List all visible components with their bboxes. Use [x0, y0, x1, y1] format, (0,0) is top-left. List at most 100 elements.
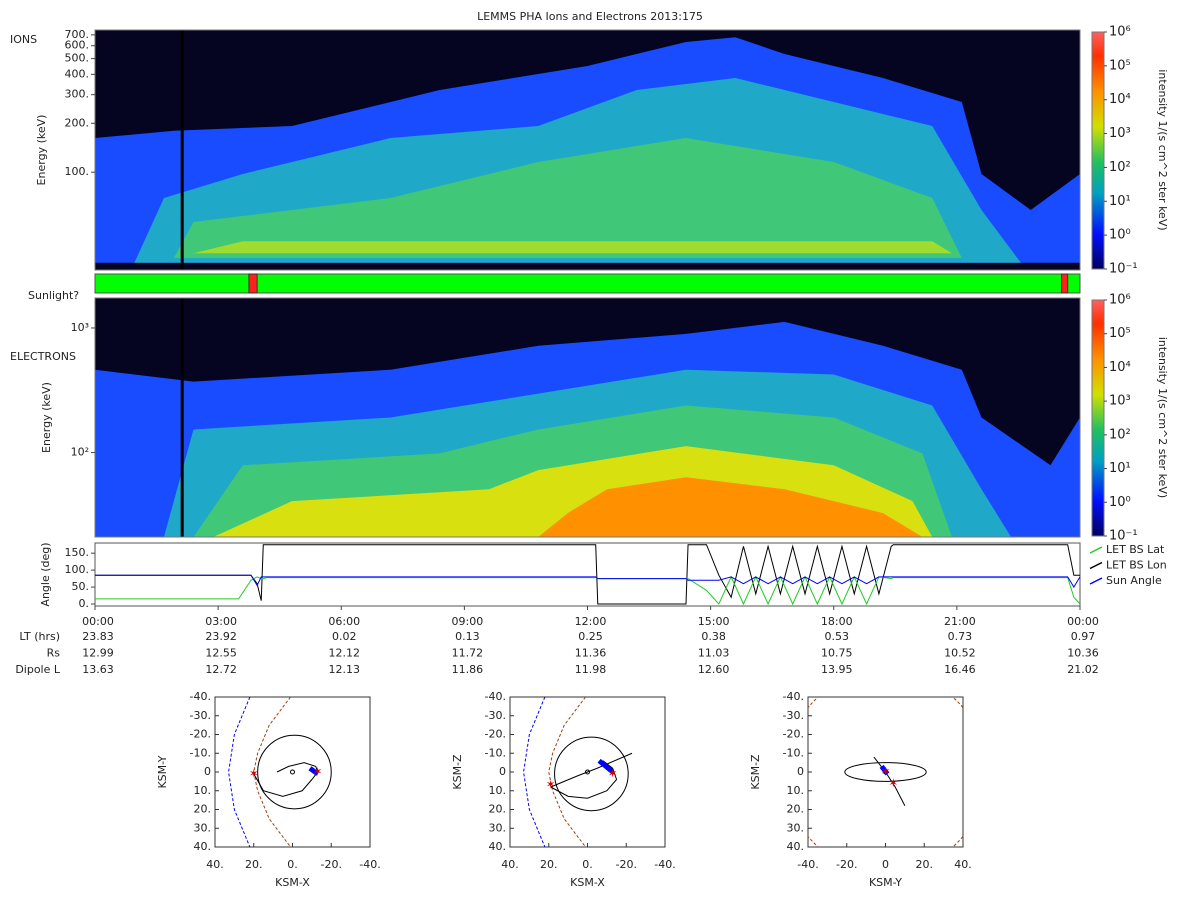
- colorbar-tick-label: 10⁵: [1109, 58, 1131, 73]
- y-tick-label: 10.: [194, 784, 212, 797]
- ephemeris-value: 0.38: [701, 630, 726, 643]
- panel-label: ELECTRONS: [10, 350, 76, 363]
- y-axis-label: Angle (deg): [39, 542, 52, 606]
- y-tick-label: 600.: [65, 39, 90, 52]
- y-tick-label: 20.: [194, 803, 212, 816]
- position-marker: ✶: [249, 766, 259, 780]
- y-tick-label: 10.: [787, 784, 805, 797]
- ephemeris-value: 12.60: [698, 663, 730, 676]
- x-tick-label: 00:00: [82, 615, 114, 628]
- y-tick-label: 10²: [71, 446, 89, 459]
- x-axis-label: KSM-Y: [869, 876, 902, 889]
- planet: [585, 769, 590, 775]
- y-tick-label: -10.: [190, 746, 211, 759]
- legend-swatch: [1089, 546, 1103, 554]
- y-tick-label: -30.: [190, 709, 211, 722]
- x-tick-label: 20.: [540, 858, 558, 871]
- ephemeris-value: 23.92: [205, 630, 237, 643]
- x-tick-label: -40.: [797, 858, 818, 871]
- colorbar-tick-label: 10⁵: [1109, 326, 1131, 341]
- panel-label: IONS: [10, 33, 37, 46]
- y-tick-label: 0: [499, 765, 506, 778]
- y-axis-label: KSM-Y: [156, 755, 169, 788]
- x-tick-label: 0: [882, 858, 889, 871]
- y-axis-label: Energy (keV): [40, 382, 53, 453]
- series-line: [95, 574, 1081, 589]
- x-tick-label: 40.: [954, 858, 972, 871]
- legend-label: Sun Angle: [1106, 574, 1162, 587]
- data-gap: [180, 298, 184, 537]
- y-tick-label: 100.: [65, 165, 90, 178]
- colorbar: [1091, 299, 1105, 537]
- y-tick-label: -40.: [485, 690, 506, 703]
- y-tick-label: -40.: [783, 690, 804, 703]
- spectrogram-region: [173, 138, 962, 258]
- colorbar-tick-label: 10⁶: [1109, 293, 1131, 308]
- x-tick-label: 12:00: [575, 615, 607, 628]
- x-tick-label: 0.: [582, 858, 593, 871]
- trajectory: [550, 760, 618, 799]
- ephemeris-value: 0.97: [1071, 630, 1096, 643]
- ephemeris-row-label: LT (hrs): [19, 630, 60, 643]
- colorbar-tick-label: 10²: [1109, 160, 1131, 175]
- data-gap: [180, 30, 184, 270]
- legend-swatch: [1089, 561, 1103, 570]
- ephemeris-value: 0.13: [455, 630, 480, 643]
- colorbar-tick-label: 10⁴: [1109, 92, 1131, 107]
- y-tick-label: 30.: [489, 821, 507, 834]
- position-marker: ✶: [608, 766, 618, 780]
- y-tick-label: -20.: [485, 728, 506, 741]
- y-tick-label: 200.: [65, 116, 90, 129]
- y-tick-label: -20.: [783, 728, 804, 741]
- ephemeris-value: 10.52: [944, 647, 976, 660]
- position-marker: ✶: [313, 765, 323, 779]
- trajectory: [873, 756, 906, 806]
- x-tick-label: 0.: [287, 858, 298, 871]
- ephemeris-value: 0.53: [825, 630, 850, 643]
- orbit-content: ✶✶: [808, 697, 963, 847]
- x-tick-label: 03:00: [205, 615, 237, 628]
- x-tick-label: -20.: [321, 858, 342, 871]
- colorbar-label: intensity 1/(s cm^2 ster keV): [1156, 337, 1169, 498]
- y-tick-label: 300.: [65, 88, 90, 101]
- ephemeris-row-label: Rs: [47, 647, 61, 660]
- y-tick-label: 40.: [489, 840, 507, 853]
- x-tick-label: 09:00: [452, 615, 484, 628]
- series-line: [95, 544, 1080, 605]
- colorbar-tick-label: 10²: [1109, 427, 1131, 442]
- x-tick-label: 21:00: [944, 615, 976, 628]
- colorbar-label: intensity 1/(s cm^2 ster keV): [1156, 69, 1169, 230]
- x-axis-label: KSM-X: [570, 876, 605, 889]
- colorbar-tick-label: 10¹: [1109, 461, 1131, 476]
- x-tick-label: -40.: [654, 858, 675, 871]
- y-tick-label: 50.: [72, 580, 90, 593]
- y-tick-label: -20.: [190, 728, 211, 741]
- status-bar: [94, 273, 1081, 294]
- y-tick-label: 20.: [489, 803, 507, 816]
- ephemeris-value: 23.83: [82, 630, 114, 643]
- trajectory: [550, 752, 633, 788]
- current-segment: [879, 764, 890, 776]
- y-axis-label: KSM-Z: [749, 754, 762, 790]
- y-tick-label: 30.: [787, 821, 805, 834]
- ephemeris-value: 11.86: [452, 663, 484, 676]
- y-tick-label: -10.: [485, 746, 506, 759]
- ring-plane: [844, 762, 927, 782]
- ephemeris-value: 12.55: [205, 647, 237, 660]
- panel-frame: [94, 297, 1081, 538]
- ephemeris-value: 12.72: [205, 663, 237, 676]
- panel-frame: [94, 29, 1081, 271]
- y-tick-label: 400.: [65, 67, 90, 80]
- x-tick-label: 20.: [245, 858, 263, 871]
- current-segment: [308, 766, 320, 776]
- colorbar-tick-label: 10⁶: [1109, 25, 1131, 40]
- status-label: Sunlight?: [28, 289, 79, 302]
- ephemeris-value: 0.25: [578, 630, 603, 643]
- y-tick-label: 0.: [79, 597, 90, 610]
- ephemeris-value: 11.36: [575, 647, 607, 660]
- planet-region: [554, 736, 629, 812]
- colorbar-tick-label: 10⁻¹: [1109, 529, 1138, 544]
- ephemeris-value: 0.02: [332, 630, 357, 643]
- position-marker: ✶: [880, 765, 890, 779]
